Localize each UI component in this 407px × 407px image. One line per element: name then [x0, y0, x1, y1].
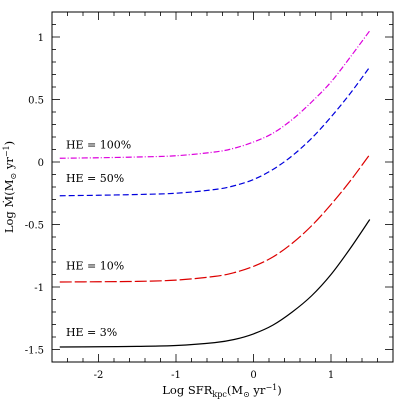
- x-tick-label: 0: [250, 370, 256, 381]
- x-axis-label: Log SFRkpc(M⊙ yr−1): [162, 383, 281, 399]
- series-line: [59, 219, 371, 348]
- series-label: HE = 100%: [66, 138, 131, 151]
- ticks: [51, 11, 394, 363]
- series-label: HE = 3%: [66, 326, 117, 339]
- series-labels: HE = 100% HE = 50% HE = 10% HE = 3%: [66, 138, 131, 339]
- series-label: HE = 10%: [66, 260, 124, 273]
- y-tick-label: -1.5: [25, 346, 44, 357]
- tick-labels: -2 -1 0 1 -1.5 -1 -0.5 0 0.5 1: [25, 33, 334, 381]
- plot-frame: [51, 11, 394, 363]
- y-tick-label: -0.5: [25, 221, 44, 232]
- series-label: HE = 50%: [66, 172, 124, 185]
- y-tick-label: 1: [38, 33, 44, 44]
- series-line: [59, 66, 371, 197]
- x-tick-label: -1: [171, 370, 181, 381]
- y-tick-label: -1: [34, 283, 44, 294]
- x-tick-label: -2: [94, 370, 104, 381]
- y-axis-label: Log Ṁ(M⊙ yr−1): [2, 141, 18, 233]
- series-lines: [59, 30, 371, 348]
- y-tick-label: 0.5: [28, 96, 44, 107]
- series-line: [59, 154, 371, 283]
- y-tick-label: 0: [38, 158, 44, 169]
- series-line: [59, 30, 371, 159]
- x-tick-label: 1: [328, 370, 334, 381]
